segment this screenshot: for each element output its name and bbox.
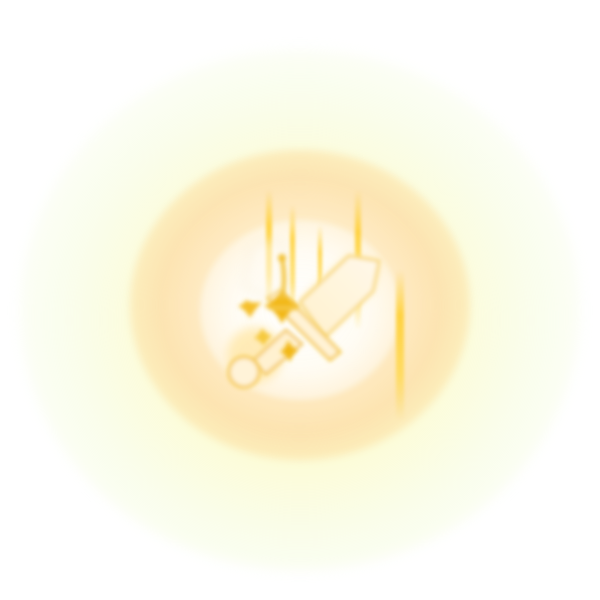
sword-grip (250, 328, 304, 376)
sword-pommel (227, 355, 261, 389)
light-ray (396, 270, 404, 420)
light-ray (290, 205, 295, 315)
sparkle-icon (280, 340, 298, 362)
sparkle-icon (238, 300, 262, 318)
sparkle-icon (264, 254, 300, 324)
sparkle-icon (254, 328, 272, 346)
shield-ghost (242, 239, 288, 299)
light-ray (318, 225, 322, 315)
